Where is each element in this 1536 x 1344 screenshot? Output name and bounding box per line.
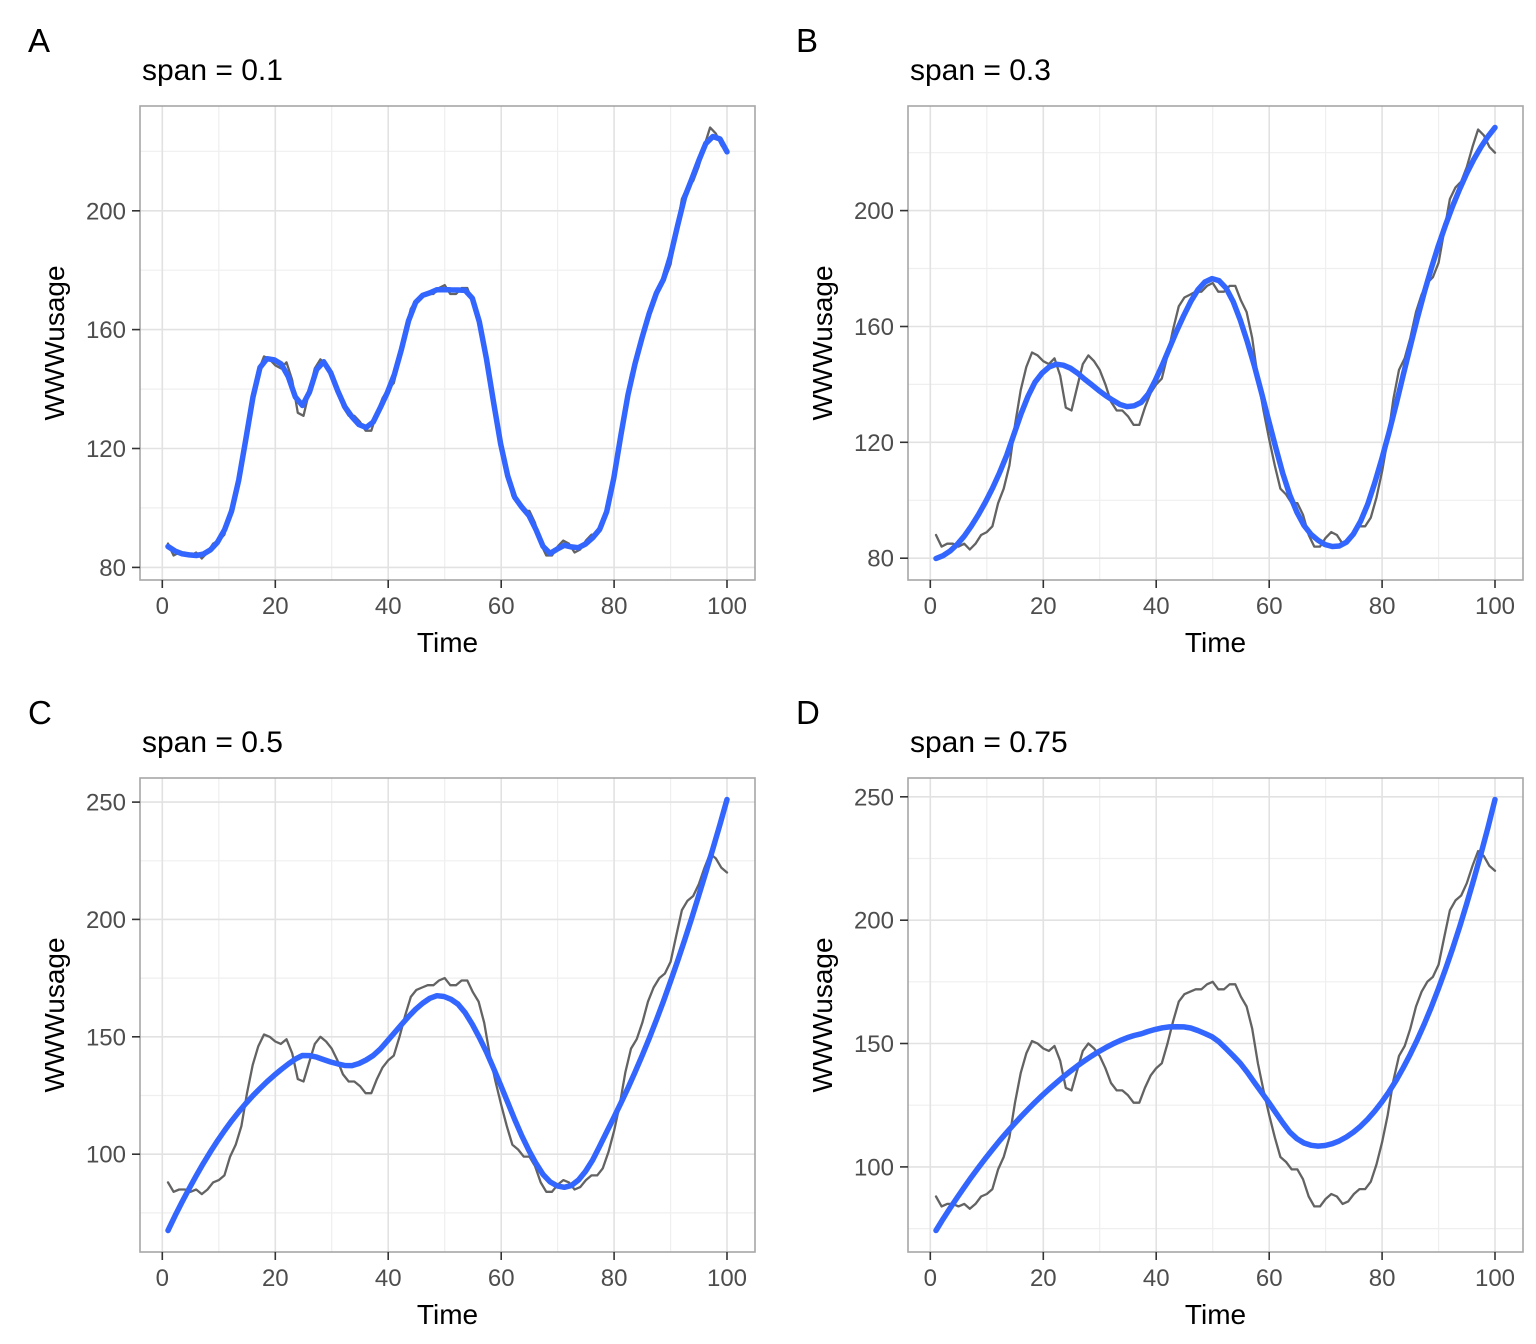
panel-c-letter: C bbox=[28, 694, 52, 731]
x-tick-label: 0 bbox=[924, 1265, 937, 1292]
x-tick-label: 60 bbox=[488, 593, 515, 620]
x-tick-label: 80 bbox=[1369, 593, 1396, 620]
y-axis-title: WWWusage bbox=[39, 265, 70, 420]
data-line bbox=[934, 128, 1497, 551]
y-tick-label: 120 bbox=[854, 430, 894, 457]
smooth-line bbox=[165, 796, 730, 1234]
x-tick-label: 20 bbox=[262, 1265, 289, 1292]
x-tick-label: 0 bbox=[156, 1265, 169, 1292]
x-tick-label: 100 bbox=[707, 593, 747, 620]
data-line bbox=[166, 852, 729, 1196]
x-tick-label: 20 bbox=[1030, 1265, 1057, 1292]
y-tick-label: 250 bbox=[854, 784, 894, 811]
panel-d: D span = 0.75 0 20 40 60 80 100 100 150 200 250 Ti… bbox=[768, 672, 1536, 1344]
data-line bbox=[934, 849, 1497, 1210]
x-tick-label: 20 bbox=[262, 593, 289, 620]
x-axis-title: Time bbox=[417, 627, 478, 658]
x-tick-label: 80 bbox=[1369, 1265, 1396, 1292]
panel-border bbox=[907, 777, 1524, 1253]
y-tick-label: 200 bbox=[86, 198, 126, 225]
smooth-line bbox=[165, 133, 730, 559]
y-tick-label: 160 bbox=[86, 317, 126, 344]
panel-b: B span = 0.3 0 20 40 60 80 100 80 120 160 200 Time… bbox=[768, 0, 1536, 672]
x-tick-label: 100 bbox=[1475, 593, 1515, 620]
panel-background bbox=[908, 778, 1523, 1252]
x-tick-label: 80 bbox=[601, 1265, 628, 1292]
x-axis-title: Time bbox=[1185, 1299, 1246, 1330]
y-axis-title: WWWusage bbox=[39, 937, 70, 1092]
x-tick-label: 60 bbox=[1256, 1265, 1283, 1292]
x-tick-label: 20 bbox=[1030, 593, 1057, 620]
panel-c-title: span = 0.5 bbox=[142, 726, 283, 759]
panel-border bbox=[139, 777, 756, 1253]
panel-a-title: span = 0.1 bbox=[142, 54, 283, 87]
y-tick-label: 200 bbox=[854, 198, 894, 225]
x-axis-title: Time bbox=[1185, 627, 1246, 658]
y-tick-label: 80 bbox=[867, 546, 894, 573]
x-tick-label: 100 bbox=[707, 1265, 747, 1292]
x-tick-label: 40 bbox=[375, 1265, 402, 1292]
x-tick-label: 100 bbox=[1475, 1265, 1515, 1292]
panel-b-letter: B bbox=[796, 22, 819, 59]
panel-border bbox=[907, 105, 1524, 581]
y-tick-label: 120 bbox=[86, 436, 126, 463]
y-axis-title: WWWusage bbox=[807, 937, 838, 1092]
panel-d-letter: D bbox=[796, 694, 820, 731]
panel-c-plot: 0 20 40 60 80 100 100 150 200 250 Time WWWusage bbox=[39, 777, 756, 1330]
y-tick-label: 200 bbox=[854, 908, 894, 935]
panel-background bbox=[908, 106, 1523, 580]
x-tick-label: 0 bbox=[156, 593, 169, 620]
panel-background bbox=[140, 106, 755, 580]
x-tick-label: 60 bbox=[1256, 593, 1283, 620]
x-tick-label: 40 bbox=[1143, 1265, 1170, 1292]
panel-border bbox=[139, 105, 756, 581]
y-tick-label: 160 bbox=[854, 314, 894, 341]
y-tick-label: 150 bbox=[854, 1031, 894, 1058]
panel-b-plot: 0 20 40 60 80 100 80 120 160 200 Time WWWusage bbox=[807, 105, 1524, 658]
panel-a: A span = 0.1 0 20 40 60 80 100 80 120 160 200 Time… bbox=[0, 0, 768, 672]
y-axis-title: WWWusage bbox=[807, 265, 838, 420]
x-axis-title: Time bbox=[417, 1299, 478, 1330]
y-tick-label: 100 bbox=[86, 1142, 126, 1169]
smooth-line bbox=[933, 124, 1498, 562]
panel-background bbox=[140, 778, 755, 1252]
x-tick-label: 40 bbox=[375, 593, 402, 620]
panel-c: C span = 0.5 0 20 40 60 80 100 100 150 200 250 Tim… bbox=[0, 672, 768, 1344]
y-tick-label: 200 bbox=[86, 907, 126, 934]
panel-a-letter: A bbox=[28, 22, 51, 59]
panel-d-plot: 0 20 40 60 80 100 100 150 200 250 Time WWWusage bbox=[807, 777, 1524, 1330]
x-tick-label: 0 bbox=[924, 593, 937, 620]
x-tick-label: 60 bbox=[488, 1265, 515, 1292]
x-tick-label: 80 bbox=[601, 593, 628, 620]
panel-b-title: span = 0.3 bbox=[910, 54, 1051, 87]
panel-d-title: span = 0.75 bbox=[910, 726, 1068, 759]
y-tick-label: 150 bbox=[86, 1024, 126, 1051]
y-tick-label: 100 bbox=[854, 1154, 894, 1181]
x-tick-label: 40 bbox=[1143, 593, 1170, 620]
y-tick-label: 80 bbox=[99, 555, 126, 582]
panel-a-plot: 0 20 40 60 80 100 80 120 160 200 Time WWWusage bbox=[39, 105, 756, 658]
smooth-line bbox=[933, 796, 1498, 1234]
y-tick-label: 250 bbox=[86, 790, 126, 817]
